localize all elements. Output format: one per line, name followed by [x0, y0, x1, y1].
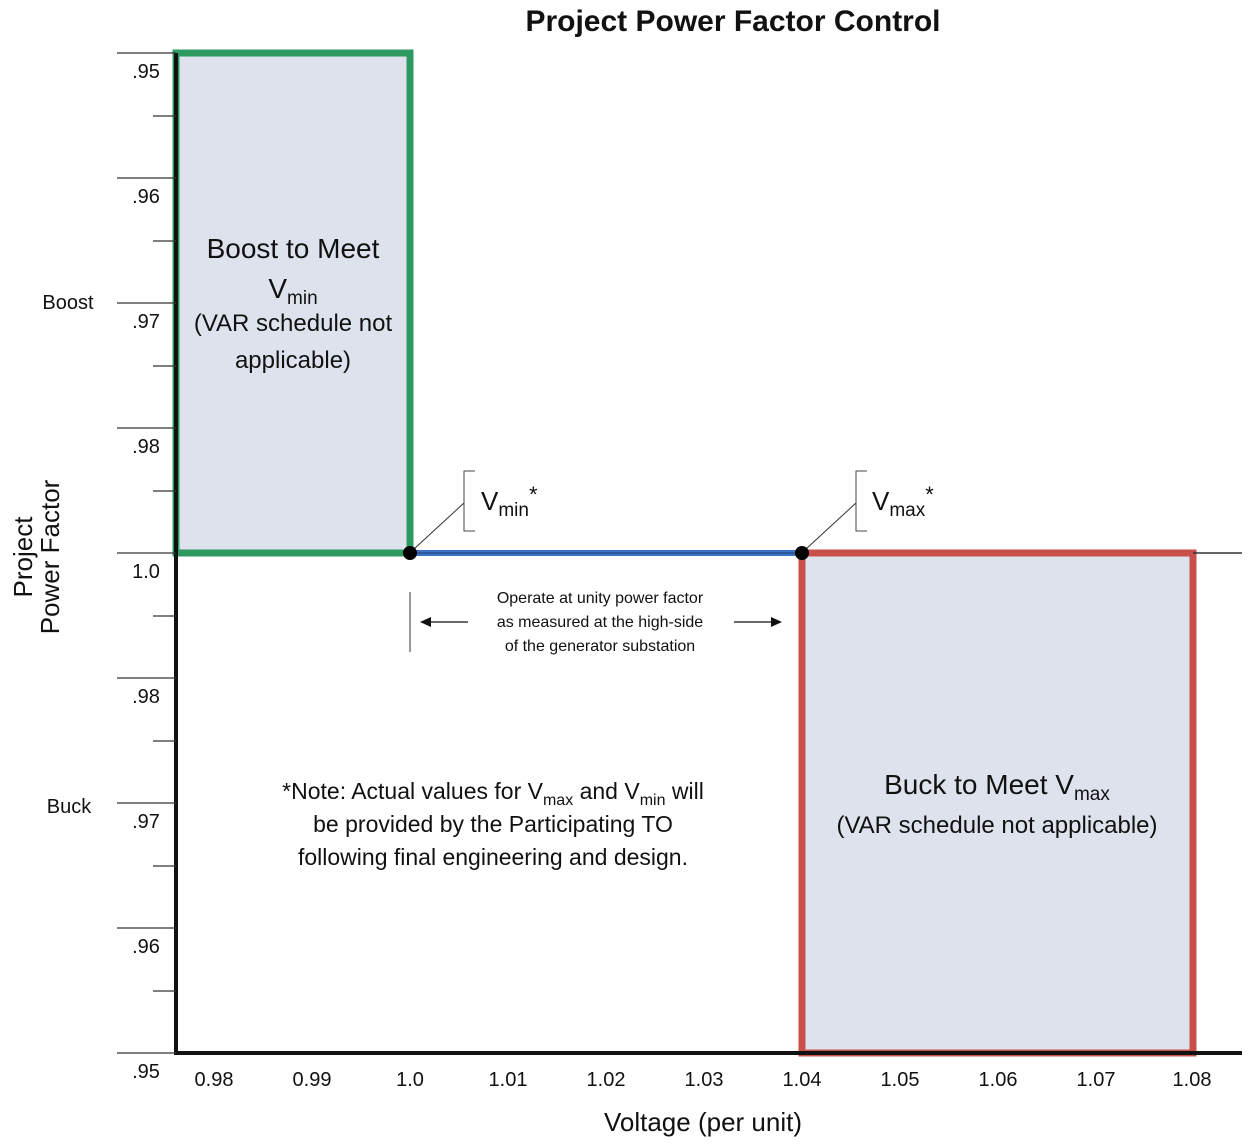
vmax-callout: Vmax* — [805, 470, 934, 550]
vmax-point — [795, 546, 809, 560]
vmin-callout: Vmin* — [413, 470, 538, 550]
vmax-leader-line — [805, 502, 857, 550]
x-tick-label: 1.05 — [881, 1069, 920, 1091]
vmin-leader-line — [413, 502, 465, 550]
x-tick-label: 0.98 — [195, 1069, 234, 1091]
unity-band-line1: Operate at unity power factor — [497, 590, 704, 607]
x-tick-label: 1.02 — [587, 1069, 626, 1091]
x-tick-label: 1.08 — [1173, 1069, 1212, 1091]
note-line3: following final engineering and design. — [298, 844, 688, 870]
y-major-ticks — [117, 52, 176, 1054]
note-line1-c: will — [665, 778, 703, 804]
vmin-bracket — [463, 470, 475, 532]
x-tick-label: 0.99 — [293, 1069, 332, 1091]
y-tick-label: .96 — [132, 936, 160, 958]
note-line1-b: and V — [573, 778, 640, 804]
vmax-bracket — [855, 470, 867, 532]
unity-band-annotation: Operate at unity power factor as measure… — [409, 590, 782, 655]
note-line1: *Note: Actual values for Vmax and Vmin w… — [282, 778, 704, 809]
unity-band-line3: of the generator substation — [505, 638, 695, 655]
y-axis-label-line2: Power Factor — [35, 479, 65, 634]
unity-band-left-arrowhead — [420, 617, 431, 627]
y-tick-label: .96 — [132, 186, 160, 208]
note-line1-sub1: max — [543, 792, 573, 809]
vmin-point — [403, 546, 417, 560]
y-axis-label-line1: Project — [8, 516, 38, 598]
buck-region — [798, 549, 1197, 1057]
y-tick-label: 1.0 — [132, 561, 160, 583]
boost-region-line1: Boost to Meet — [207, 233, 380, 264]
y-tick-label: .95 — [132, 61, 160, 83]
note-line2: be provided by the Participating TO — [313, 811, 673, 837]
boost-vmin-sub: min — [287, 288, 318, 309]
boost-region-line3: (VAR schedule not — [194, 310, 393, 337]
boost-vmin-main: V — [268, 273, 287, 304]
buck-region-line1: Buck to Meet Vmax — [884, 769, 1110, 805]
buck-region-line2: (VAR schedule not applicable) — [836, 812, 1157, 839]
buck-side-label: Buck — [47, 796, 92, 818]
y-tick-label: .97 — [132, 811, 160, 833]
vmax-label-sub: max — [889, 500, 925, 521]
vmax-label-star: * — [925, 482, 934, 507]
vmax-label: Vmax* — [872, 482, 934, 521]
y-tick-label: .97 — [132, 311, 160, 333]
vmin-label: Vmin* — [481, 482, 538, 521]
vmin-label-main: V — [481, 486, 499, 516]
y-tick-label: .98 — [132, 436, 160, 458]
y-tick-label: .98 — [132, 686, 160, 708]
boost-side-label: Boost — [42, 292, 94, 314]
x-axis-label: Voltage (per unit) — [604, 1107, 802, 1137]
x-tick-label: 1.07 — [1077, 1069, 1116, 1091]
boost-region — [172, 49, 414, 557]
unity-band-right-arrowhead — [771, 617, 782, 627]
note-line1-sub2: min — [640, 792, 666, 809]
x-tick-label: 1.06 — [979, 1069, 1018, 1091]
x-tick-label: 1.01 — [489, 1069, 528, 1091]
unity-band-line2: as measured at the high-side — [497, 614, 703, 631]
x-tick-label: 1.03 — [685, 1069, 724, 1091]
engineering-note: *Note: Actual values for Vmax and Vmin w… — [282, 778, 704, 870]
chart-title: Project Power Factor Control — [525, 5, 940, 38]
y-tick-label: .95 — [132, 1061, 160, 1083]
y-tick-labels: .95 .96 .97 .98 1.0 .98 .97 .96 .95 — [132, 61, 160, 1083]
vmin-label-sub: min — [498, 500, 529, 521]
x-tick-labels: 0.98 0.99 1.0 1.01 1.02 1.03 1.04 1.05 1… — [195, 1069, 1212, 1091]
x-tick-label: 1.04 — [783, 1069, 822, 1091]
note-line1-a: *Note: Actual values for V — [282, 778, 543, 804]
buck-region-line1-sub: max — [1074, 784, 1110, 805]
buck-region-line1-main: Buck to Meet V — [884, 769, 1074, 800]
boost-region-vmin: Vmin — [268, 273, 317, 309]
boost-region-line4: applicable) — [235, 347, 351, 374]
vmax-label-main: V — [872, 486, 890, 516]
vmin-label-star: * — [529, 482, 538, 507]
x-tick-label: 1.0 — [396, 1069, 424, 1091]
y-minor-ticks — [153, 115, 176, 992]
